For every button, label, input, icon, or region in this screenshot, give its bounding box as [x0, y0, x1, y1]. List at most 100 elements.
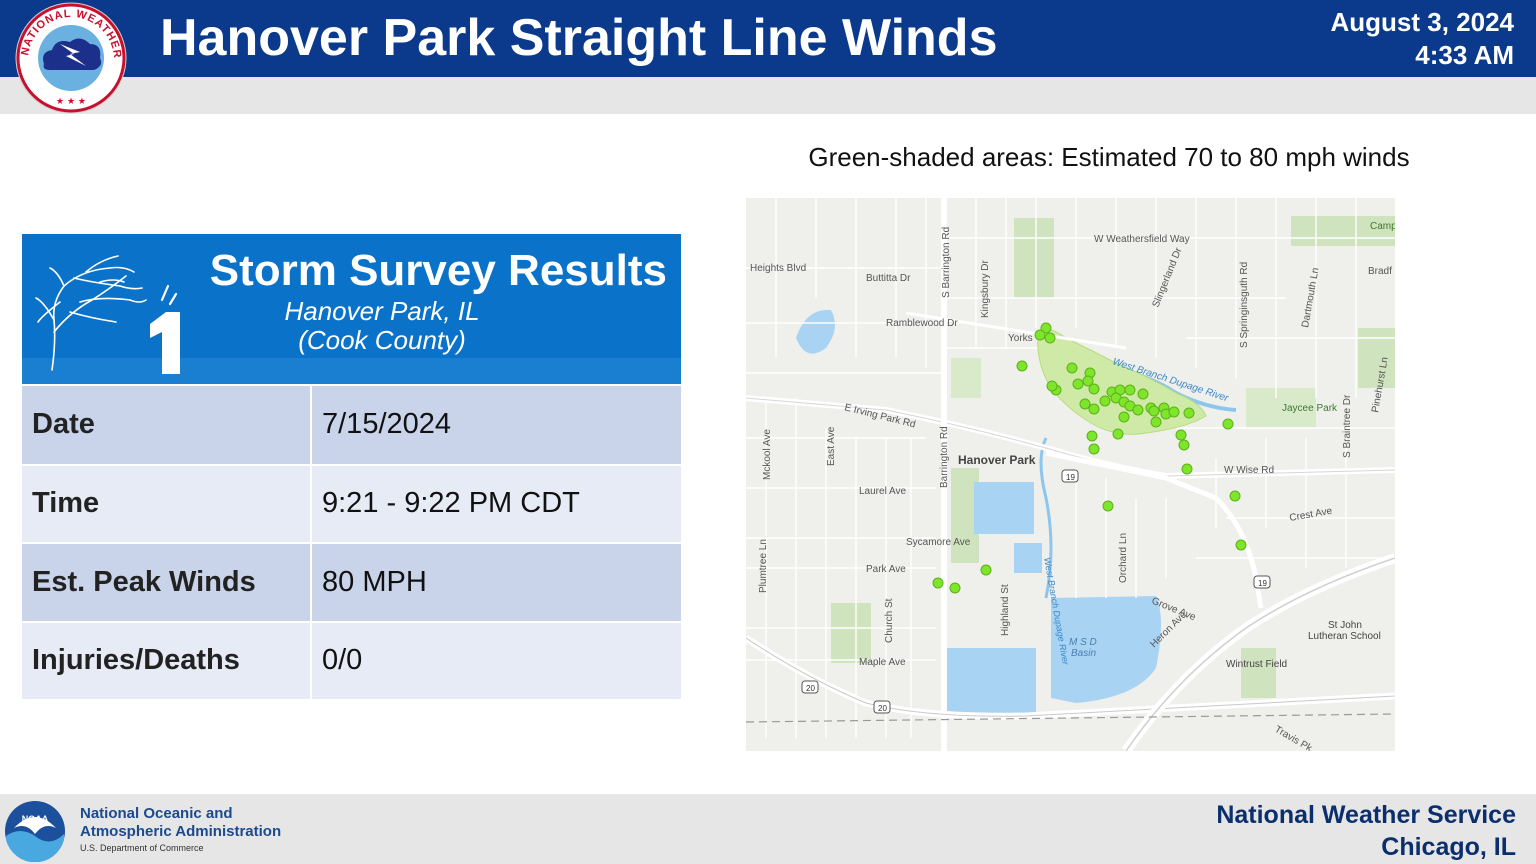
damage-report-dot[interactable]	[1088, 383, 1100, 395]
noaa-name-line2: Atmospheric Administration	[80, 823, 282, 840]
page-title: Hanover Park Straight Line Winds	[160, 9, 998, 67]
footer-bar	[0, 794, 1536, 864]
damage-report-dot[interactable]	[1044, 332, 1056, 344]
noaa-department: U.S. Department of Commerce	[80, 843, 204, 853]
damage-report-dot[interactable]	[1016, 360, 1028, 372]
route-label: 20	[878, 704, 887, 713]
damage-report-dot[interactable]	[1181, 463, 1193, 475]
windblown-tree-icon	[35, 255, 180, 374]
header-strip	[0, 77, 1536, 114]
damage-report-dot[interactable]	[1183, 407, 1195, 419]
survey-location: Hanover Park, IL	[284, 296, 480, 326]
route-19-shield-icon	[1061, 469, 1079, 483]
damage-report-dot[interactable]	[1175, 429, 1187, 441]
map-label: Highland St	[1000, 584, 1011, 636]
row-value-injuries: 0/0	[311, 621, 681, 700]
map-label: Yorks	[1008, 333, 1033, 344]
damage-report-dot[interactable]	[1079, 398, 1091, 410]
nws-office: National Weather Service Chicago, IL	[1216, 799, 1516, 863]
reservoir	[1014, 543, 1042, 573]
noaa-logo-text: NOAA	[22, 814, 49, 824]
map-label: M S D	[1069, 637, 1097, 648]
header-bar	[0, 0, 1536, 77]
damage-report-dot[interactable]	[1034, 329, 1046, 341]
nws-office-name: National Weather Service	[1216, 801, 1516, 829]
map-label: Heights Blvd	[750, 263, 806, 274]
map-label: Dartmouth Ln	[1300, 267, 1321, 329]
damage-report-dot[interactable]	[1088, 403, 1100, 415]
survey-county: (Cook County)	[298, 325, 466, 355]
reservoir	[974, 482, 1034, 534]
damage-report-dot[interactable]	[1132, 404, 1144, 416]
pond	[796, 309, 835, 354]
survey-results-table: Date 7/15/2024 Time 9:21 - 9:22 PM CDT E…	[22, 386, 681, 701]
damage-report-dot[interactable]	[1099, 395, 1111, 407]
map-label: Mckool Ave	[762, 429, 773, 480]
railroad	[746, 713, 1395, 723]
damage-report-dot[interactable]	[980, 564, 992, 576]
map-label: Park Ave	[866, 564, 906, 575]
row-label-date: Date	[22, 386, 312, 465]
damage-report-dot[interactable]	[1168, 406, 1180, 418]
map-label: Orchard Ln	[1118, 533, 1129, 583]
map-label: Bradf	[1368, 266, 1392, 277]
damage-report-dot[interactable]	[1112, 428, 1124, 440]
damage-report-dot[interactable]	[1137, 388, 1149, 400]
issue-date: August 3, 2024	[1330, 7, 1514, 37]
survey-title: Storm Survey Results	[209, 246, 667, 295]
damage-report-dot[interactable]	[1222, 418, 1234, 430]
noaa-name: National Oceanic and Atmospheric Adminis…	[80, 805, 281, 841]
map-label: Laurel Ave	[859, 486, 907, 497]
damage-map[interactable]: W Weathersfield Way Heights Blvd Buttitt…	[746, 198, 1395, 751]
damage-report-dot[interactable]	[1046, 380, 1058, 392]
map-label: Buttitta Dr	[866, 273, 911, 284]
park-area	[1291, 216, 1395, 246]
table-row: Date 7/15/2024	[22, 386, 681, 465]
map-canvas: W Weathersfield Way Heights Blvd Buttitt…	[746, 198, 1395, 751]
route-20-shield-icon	[873, 700, 891, 714]
noaa-logo-icon: NOAA	[5, 801, 65, 862]
damage-report-dot[interactable]	[1235, 539, 1247, 551]
park-area	[1246, 388, 1316, 428]
damage-report-dot[interactable]	[1072, 378, 1084, 390]
table-row: Time 9:21 - 9:22 PM CDT	[22, 464, 681, 543]
damage-report-dot[interactable]	[932, 577, 944, 589]
route-label: 19	[1066, 473, 1075, 482]
damage-report-dot[interactable]	[1088, 443, 1100, 455]
table-row: Est. Peak Winds 80 MPH	[22, 543, 681, 622]
row-label-time: Time	[22, 464, 312, 543]
route-label: 20	[806, 684, 815, 693]
damage-report-dot[interactable]	[1229, 490, 1241, 502]
damage-report-dot[interactable]	[1118, 411, 1130, 423]
reservoir	[946, 648, 1036, 718]
damage-report-dot[interactable]	[1082, 375, 1094, 387]
card-header-stripe	[22, 358, 681, 384]
route-label: 19	[1258, 579, 1267, 588]
row-value-date: 7/15/2024	[311, 386, 681, 465]
map-label: Sycamore Ave	[906, 537, 971, 548]
map-label: St John	[1328, 620, 1362, 631]
river	[1039, 437, 1053, 599]
damage-report-dot[interactable]	[1086, 430, 1098, 442]
park-area	[1241, 648, 1276, 698]
damage-report-dot[interactable]	[1102, 500, 1114, 512]
map-label: Jaycee Park	[1282, 403, 1338, 414]
row-label-injuries: Injuries/Deaths	[22, 621, 312, 700]
map-label: S Springinsguth Rd	[1239, 262, 1250, 348]
table-row: Injuries/Deaths 0/0	[22, 621, 681, 700]
damage-report-dot[interactable]	[949, 582, 961, 594]
row-value-peak-winds: 80 MPH	[311, 543, 681, 622]
map-label: W Weathersfield Way	[1094, 234, 1190, 245]
damage-report-dot[interactable]	[1040, 322, 1052, 334]
map-label: Maple Ave	[859, 657, 906, 668]
damage-report-dot[interactable]	[1150, 416, 1162, 428]
svg-text:★ ★ ★: ★ ★ ★	[56, 97, 86, 107]
map-label: S Barrington Rd	[941, 227, 952, 298]
damage-report-dot[interactable]	[1178, 439, 1190, 451]
damage-report-dot[interactable]	[1066, 362, 1078, 374]
damage-report-dot[interactable]	[1124, 384, 1136, 396]
damage-report-dot[interactable]	[1148, 405, 1160, 417]
park-area	[1014, 218, 1054, 298]
map-label: Ramblewood Dr	[886, 318, 958, 329]
map-label: S Braintree Dr	[1342, 394, 1353, 458]
